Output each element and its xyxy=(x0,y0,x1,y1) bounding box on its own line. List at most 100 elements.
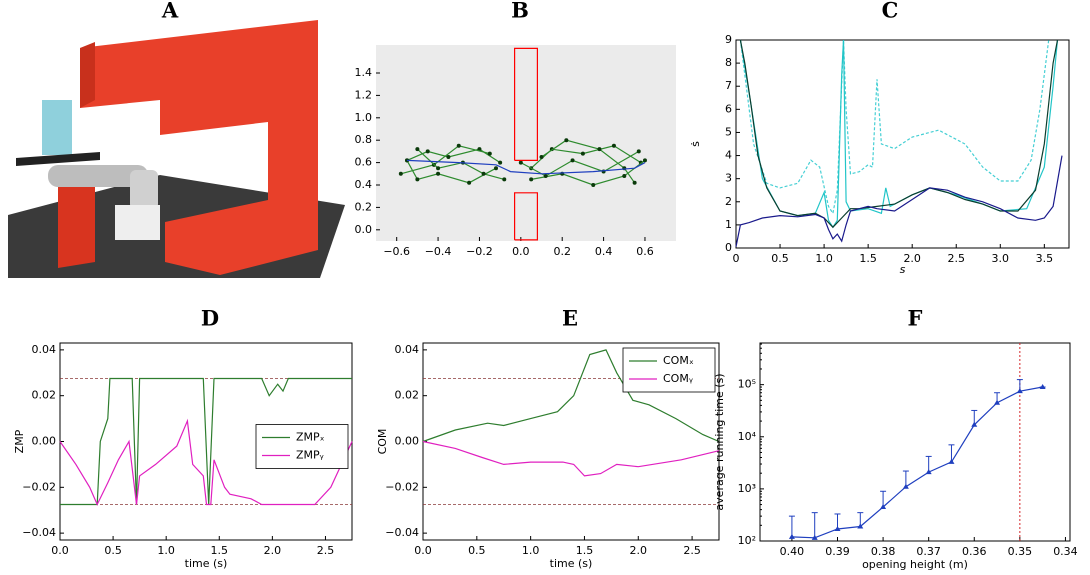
y-tick-label: 0.4 xyxy=(355,178,373,191)
x-tick-label: 1.0 xyxy=(522,544,540,557)
y-tick-label: 6 xyxy=(725,102,732,115)
point xyxy=(487,151,492,156)
point xyxy=(415,177,420,182)
x-tick-label: 0.35 xyxy=(1008,545,1033,558)
x-tick-label: 2.0 xyxy=(264,544,282,557)
point xyxy=(580,151,585,156)
y-tick-label: 0.04 xyxy=(32,343,57,356)
y-tick-label: 1.4 xyxy=(355,66,373,79)
robot-arm xyxy=(48,165,148,187)
x-tick-label: −0.6 xyxy=(383,245,410,258)
series-line xyxy=(422,440,720,477)
point xyxy=(436,171,441,176)
x-tick-label: 0.36 xyxy=(962,545,987,558)
x-tick-label: 0.5 xyxy=(468,544,486,557)
panel-title: E xyxy=(562,306,578,331)
tray xyxy=(16,152,100,166)
series-line xyxy=(59,418,353,506)
point xyxy=(570,158,575,163)
x-tick-label: 2.5 xyxy=(947,252,965,265)
point xyxy=(543,174,548,179)
point xyxy=(857,523,864,529)
y-tick-label: −0.02 xyxy=(22,480,56,493)
point xyxy=(498,160,503,165)
robot-base xyxy=(115,205,160,240)
series-line xyxy=(60,377,352,506)
x-tick-label: 0.34 xyxy=(1053,545,1078,558)
point xyxy=(971,421,978,427)
plot-area xyxy=(376,45,676,241)
y-tick-label: −0.02 xyxy=(385,480,419,493)
y-axis-label: ZMP xyxy=(13,429,26,453)
point xyxy=(481,171,486,176)
x-tick-label: 2.5 xyxy=(317,544,335,557)
x-tick-label: 3.5 xyxy=(1036,252,1054,265)
series-line xyxy=(514,192,538,241)
series-line xyxy=(735,155,1063,247)
box xyxy=(42,100,72,155)
x-tick-label: 0.4 xyxy=(595,245,613,258)
point xyxy=(948,458,955,464)
y-tick-label: 2 xyxy=(725,195,732,208)
y-tick-label: 1.2 xyxy=(355,88,373,101)
frame xyxy=(80,20,318,275)
y-tick-label: 5 xyxy=(725,125,732,138)
point xyxy=(811,534,818,540)
panel-title: F xyxy=(908,306,923,331)
x-tick-label: 2.0 xyxy=(630,544,648,557)
point xyxy=(1039,384,1046,390)
series-line xyxy=(514,47,538,161)
y-axis-label: COM xyxy=(376,429,389,455)
y-tick-label: 0.6 xyxy=(355,156,373,169)
legend-label: COMᵧ xyxy=(663,372,693,385)
point xyxy=(467,180,472,185)
y-tick-label: 0.0 xyxy=(355,223,373,236)
x-tick-label: 0.38 xyxy=(871,545,896,558)
x-tick-label: 0.0 xyxy=(51,544,69,557)
x-tick-label: 1.5 xyxy=(211,544,229,557)
panel-title: A xyxy=(161,0,179,23)
y-tick-label: 0.00 xyxy=(395,435,420,448)
x-tick-label: 0.6 xyxy=(636,245,654,258)
point xyxy=(597,147,602,152)
legend-box xyxy=(255,424,349,469)
x-tick-label: 0.2 xyxy=(553,245,571,258)
series-line xyxy=(791,386,1043,539)
point xyxy=(518,160,523,165)
plot-area xyxy=(735,39,1070,249)
x-tick-label: 1.5 xyxy=(576,544,594,557)
y-tick-label: 7 xyxy=(725,79,732,92)
point xyxy=(446,155,451,159)
point xyxy=(880,503,887,509)
legend-label: ZMPₓ xyxy=(296,431,325,444)
series-line xyxy=(739,39,1059,229)
y-tick-label: −0.04 xyxy=(22,526,56,539)
y-tick-label: 3 xyxy=(725,172,732,185)
point xyxy=(502,177,507,182)
y-tick-label: 4 xyxy=(725,149,732,162)
y-tick-label: −0.04 xyxy=(385,526,419,539)
y-tick-label: 10⁵ xyxy=(738,378,756,391)
point xyxy=(902,483,909,489)
y-tick-label: 0.00 xyxy=(32,435,57,448)
point xyxy=(564,138,569,143)
point xyxy=(994,399,1001,405)
point xyxy=(642,158,647,163)
y-tick-label: 0.02 xyxy=(32,389,57,402)
point xyxy=(436,166,441,171)
point xyxy=(632,180,637,185)
point xyxy=(622,174,627,179)
y-tick-label: 0 xyxy=(725,241,732,254)
y-axis-label: ṡ xyxy=(689,141,702,147)
x-tick-label: 0.0 xyxy=(512,245,530,258)
point xyxy=(591,183,596,187)
panel-title: D xyxy=(201,306,219,331)
point xyxy=(925,469,932,475)
point xyxy=(636,149,641,154)
x-tick-label: −0.2 xyxy=(466,245,493,258)
y-tick-label: 1 xyxy=(725,218,732,231)
point xyxy=(456,143,461,148)
y-axis-label: average running time (s) xyxy=(713,373,726,510)
x-tick-label: 1.0 xyxy=(815,252,833,265)
y-tick-label: 10³ xyxy=(738,482,756,495)
